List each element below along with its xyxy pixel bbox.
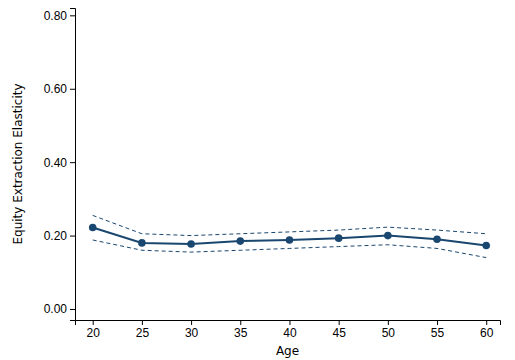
x-tick-mark [240, 320, 241, 325]
x-tick-mark [289, 320, 290, 325]
y-tick-mark [70, 236, 75, 237]
marker [433, 235, 441, 243]
x-tick: 50 [382, 320, 396, 340]
y-axis: 0.00 0.20 0.40 0.60 0.80 [44, 9, 76, 321]
y-tick-mark [70, 309, 75, 310]
x-tick-label: 25 [136, 326, 150, 340]
y-tick-label: 0.60 [44, 82, 68, 96]
x-tick: 20 [87, 320, 101, 340]
axis-line [76, 321, 501, 326]
marker [286, 236, 294, 244]
x-tick-label: 30 [185, 326, 199, 340]
x-tick-mark [191, 320, 192, 325]
marker [335, 234, 343, 242]
x-tick-label: 55 [431, 326, 445, 340]
marker [482, 242, 490, 250]
x-tick-label: 50 [382, 326, 396, 340]
x-tick: 45 [332, 320, 346, 340]
marker [236, 237, 244, 245]
plot-area: 0.00 0.20 0.40 0.60 0.80 20 25 30 35 40 45 50 55 60 [44, 9, 501, 340]
y-axis-title: Equity Extraction Elasticity [11, 83, 25, 244]
x-tick-mark [437, 320, 438, 325]
series-group [89, 215, 490, 257]
x-tick-label: 35 [234, 326, 248, 340]
x-tick-mark [339, 320, 340, 325]
marker [187, 240, 195, 248]
x-tick-mark [93, 320, 94, 325]
chart: 0.00 0.20 0.40 0.60 0.80 20 25 30 35 40 45 50 55 60 Ag… [0, 0, 515, 360]
y-tick-mark [70, 15, 75, 16]
y-tick-label: 0.80 [44, 9, 68, 23]
x-tick: 60 [480, 320, 494, 340]
band-line [93, 215, 487, 235]
series-line [93, 228, 487, 246]
marker [384, 232, 392, 240]
axis-line [70, 9, 76, 321]
x-tick-mark [486, 320, 487, 325]
x-tick: 40 [283, 320, 297, 340]
y-tick-label: 0.00 [44, 302, 68, 316]
x-axis-title: Age [276, 344, 299, 358]
x-tick-label: 60 [480, 326, 494, 340]
y-tick-label: 0.20 [44, 229, 68, 243]
y-tick: 0.80 [44, 9, 75, 23]
marker [89, 224, 97, 232]
x-tick-mark [388, 320, 389, 325]
y-tick-mark [70, 162, 75, 163]
x-axis: 20 25 30 35 40 45 50 55 60 [76, 320, 501, 340]
x-tick-label: 45 [332, 326, 346, 340]
x-tick-label: 40 [283, 326, 297, 340]
x-tick: 25 [136, 320, 150, 340]
x-tick-label: 20 [87, 326, 101, 340]
x-tick-mark [142, 320, 143, 325]
y-tick-mark [70, 89, 75, 90]
band-line [93, 240, 487, 258]
x-tick: 35 [234, 320, 248, 340]
y-tick: 0.40 [44, 156, 75, 170]
y-tick: 0.20 [44, 229, 75, 243]
y-tick: 0.00 [44, 302, 75, 316]
x-tick: 55 [431, 320, 445, 340]
marker [138, 239, 146, 247]
y-tick-label: 0.40 [44, 156, 68, 170]
y-tick: 0.60 [44, 82, 75, 96]
x-tick: 30 [185, 320, 199, 340]
